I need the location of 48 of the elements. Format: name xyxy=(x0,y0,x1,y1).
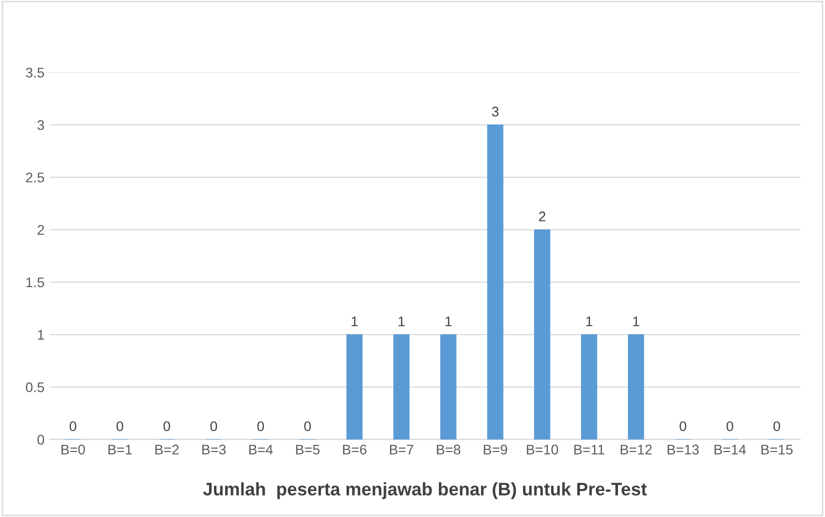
y-tick-label: 1 xyxy=(38,330,44,340)
data-label: 0 xyxy=(726,421,734,432)
data-label: 0 xyxy=(257,421,264,432)
x-tick-label: B=9 xyxy=(484,444,508,455)
x-tick-label: B=0 xyxy=(62,444,85,455)
y-tick-label: 0.5 xyxy=(26,382,44,392)
data-label: 0 xyxy=(116,421,124,432)
x-tick-label: B=10 xyxy=(526,444,558,455)
data-label: 3 xyxy=(492,106,499,117)
bar xyxy=(346,334,363,440)
x-tick-label: B=7 xyxy=(390,444,414,454)
y-tick-label: 2.5 xyxy=(26,172,44,182)
x-tick-label: B=13 xyxy=(668,444,699,455)
bar xyxy=(393,334,410,440)
x-tick-label: B=12 xyxy=(620,444,652,454)
x-tick-label: B=5 xyxy=(296,444,320,455)
data-label: 1 xyxy=(398,316,405,326)
x-tick-label: B=4 xyxy=(249,444,273,454)
x-tick-label: B=8 xyxy=(436,444,460,455)
x-tick-label: B=3 xyxy=(202,444,226,455)
bar xyxy=(628,334,644,440)
x-tick-label: B=15 xyxy=(762,444,793,455)
x-tick-label: B=14 xyxy=(714,444,746,454)
x-tick-label: B=6 xyxy=(343,444,366,455)
data-label: 0 xyxy=(773,421,780,432)
bar xyxy=(440,334,456,440)
data-label: 0 xyxy=(163,421,170,432)
y-tick-label: 3 xyxy=(37,120,44,130)
data-label: 0 xyxy=(210,421,218,432)
data-label: 0 xyxy=(70,421,76,432)
y-tick-label: 0 xyxy=(37,434,44,445)
data-label: 0 xyxy=(304,421,311,432)
data-label: 1 xyxy=(352,316,358,326)
data-label: 1 xyxy=(633,316,640,326)
x-axis-title: Jumlah peserta menjawab benar (B) untuk Pre-Test xyxy=(203,482,647,500)
x-tick-label: B=1 xyxy=(108,444,132,454)
y-tick-label: 3.5 xyxy=(26,68,44,78)
data-label: 1 xyxy=(446,316,452,326)
data-label: 0 xyxy=(680,421,686,432)
x-tick-label: B=11 xyxy=(574,444,604,454)
y-tick-label: 1.5 xyxy=(26,278,44,288)
data-label: 2 xyxy=(539,212,546,222)
y-tick-label: 2 xyxy=(38,225,44,235)
bar xyxy=(534,229,550,440)
bar xyxy=(487,124,504,440)
bar xyxy=(581,334,598,440)
x-tick-label: B=2 xyxy=(155,444,179,454)
data-label: 1 xyxy=(586,316,592,326)
